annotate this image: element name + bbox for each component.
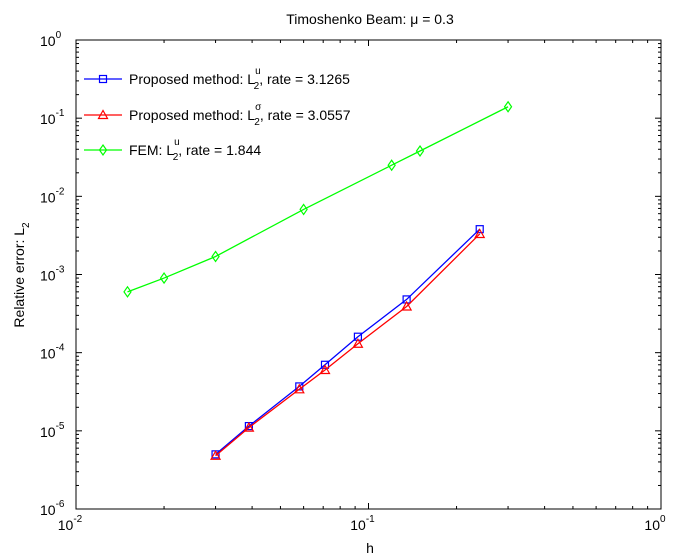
title-symbol: μ xyxy=(410,11,418,27)
series-1-point xyxy=(475,225,484,234)
series-3-point xyxy=(159,272,169,285)
legend-label-sup: u xyxy=(174,137,180,148)
x-axis-label: h xyxy=(366,540,374,556)
y-axis-label: Relative error: L2 xyxy=(11,222,32,328)
series-3 xyxy=(123,100,513,298)
legend-marker-1 xyxy=(98,74,108,84)
x-tick-label: 10-2 xyxy=(58,514,83,533)
y-tick-exp: -3 xyxy=(56,265,65,276)
series-3-point xyxy=(387,159,396,172)
y-tick-exp: -4 xyxy=(56,343,65,354)
y-tick-exp: -6 xyxy=(56,499,65,510)
title-prefix: Timoshenko Beam: xyxy=(286,11,410,27)
y-axis-label-main: L xyxy=(11,228,27,236)
x-tick-label: 10-1 xyxy=(350,514,375,533)
x-tick-exp: 0 xyxy=(660,514,666,525)
legend-label-sub: 2 xyxy=(254,81,260,92)
legend-label-suffix: , rate = 3.1265 xyxy=(259,71,350,87)
legend-label-1: Proposed method: Lu 2, rate = 3.1265 xyxy=(129,66,350,92)
y-tick-base: 10 xyxy=(40,33,56,49)
y-axis-label-prefix: Relative error: xyxy=(11,236,27,328)
y-tick-exp: -5 xyxy=(56,421,65,432)
y-axis-label-sub: 2 xyxy=(21,222,32,228)
series-3-point xyxy=(123,285,132,298)
series-2-point xyxy=(352,338,364,348)
legend-label-suffix: , rate = 1.844 xyxy=(178,142,261,158)
series-2-point xyxy=(243,421,255,432)
legend-label-3: FEM: Lu 2, rate = 1.844 xyxy=(129,137,261,163)
legend: Proposed method: Lu 2, rate = 3.1265Propo… xyxy=(84,66,351,163)
y-tick-exp: -1 xyxy=(56,108,65,119)
legend-marker-2 xyxy=(97,109,109,120)
x-tick-base: 10 xyxy=(350,517,366,533)
y-tick-label: 10-5 xyxy=(40,421,65,440)
series-2-point xyxy=(401,300,413,311)
series-3-line xyxy=(127,106,509,293)
series-2-point xyxy=(293,383,305,394)
y-tick-exp: -2 xyxy=(56,186,65,197)
series-3-point xyxy=(299,203,308,216)
series-1-point xyxy=(320,360,330,369)
series-3-point xyxy=(415,144,425,158)
y-tick-base: 10 xyxy=(40,424,56,440)
series-3-point xyxy=(211,250,220,263)
y-tick-exp: 0 xyxy=(56,30,62,41)
series-2-point xyxy=(210,450,222,460)
x-tick-label: 100 xyxy=(644,514,666,533)
legend-marker-3 xyxy=(98,143,108,157)
legend-label-2: Proposed method: Lσ 2, rate = 3.0557 xyxy=(129,102,351,128)
title-suffix: = 0.3 xyxy=(418,11,454,27)
series-2-point xyxy=(474,228,486,239)
legend-label-name: Proposed method: L xyxy=(129,71,255,87)
x-tick-exp: -1 xyxy=(366,514,375,525)
legend-label-name: Proposed method: L xyxy=(129,107,255,123)
legend-label-sup: u xyxy=(255,66,261,77)
y-tick-label: 10-2 xyxy=(40,186,65,205)
legend-label-name: FEM: L xyxy=(129,142,174,158)
legend-label-sup: σ xyxy=(255,102,262,113)
y-tick-label: 100 xyxy=(40,30,62,49)
y-tick-label: 10-6 xyxy=(40,499,65,518)
y-tick-base: 10 xyxy=(40,502,56,518)
x-tick-base: 10 xyxy=(58,517,74,533)
x-tick-base: 10 xyxy=(644,517,660,533)
y-tick-label: 10-4 xyxy=(40,343,65,362)
x-tick-exp: -2 xyxy=(73,514,82,525)
legend-label-suffix: , rate = 3.0557 xyxy=(260,107,351,123)
legend-label-sub: 2 xyxy=(254,117,260,128)
series-2-line xyxy=(215,233,481,457)
legend-label-sub: 2 xyxy=(173,152,179,163)
y-tick-base: 10 xyxy=(40,189,56,205)
y-tick-base: 10 xyxy=(40,346,56,362)
series-3-point xyxy=(503,100,513,113)
y-tick-base: 10 xyxy=(40,268,56,284)
y-tick-label: 10-3 xyxy=(40,265,65,284)
series-layer xyxy=(123,100,513,460)
y-tick-base: 10 xyxy=(40,111,56,127)
chart-title: Timoshenko Beam: μ = 0.3 xyxy=(286,11,454,27)
series-2-point xyxy=(319,364,331,375)
series-2 xyxy=(210,228,486,460)
y-tick-label: 10-1 xyxy=(40,108,65,127)
